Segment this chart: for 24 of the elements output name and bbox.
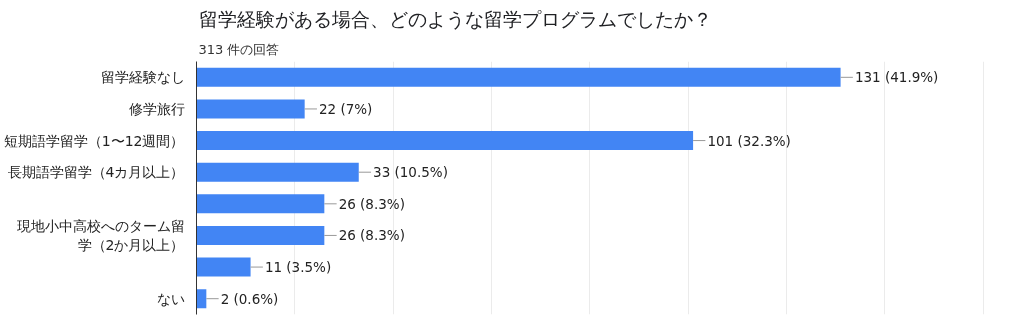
data-label: 11 (3.5%) <box>264 259 332 276</box>
bar <box>196 67 841 87</box>
bar <box>196 257 251 277</box>
y-tick-label: ない <box>156 290 185 307</box>
data-label: 26 (8.3%) <box>338 195 405 212</box>
bar <box>196 162 359 182</box>
y-tick-label: 現地小中高校へのターム留学（2か月以上） <box>16 217 185 254</box>
y-tick-label: 長期語学留学（4カ月以上） <box>7 164 185 181</box>
y-tick-label: 留学経験なし <box>100 69 185 86</box>
y-tick-label: 短期語学留学（1〜12週間） <box>3 132 185 149</box>
bar <box>196 99 305 119</box>
y-tick-label: 修学旅行 <box>128 100 185 117</box>
data-label: 22 (7%) <box>318 100 373 117</box>
data-label: 26 (8.3%) <box>338 227 405 244</box>
chart-subtitle: 313 件の回答 <box>198 41 280 57</box>
bar <box>196 225 325 245</box>
bar <box>196 131 694 151</box>
data-label: 101 (32.3%) <box>707 132 791 149</box>
data-label: 33 (10.5%) <box>373 164 448 181</box>
data-label: 131 (41.9%) <box>854 69 939 86</box>
data-label: 2 (0.6%) <box>220 290 279 307</box>
chart-title: 留学経験がある場合、どのような留学プログラムでしたか？ <box>198 7 712 30</box>
bar <box>196 194 325 214</box>
bar <box>196 289 207 309</box>
